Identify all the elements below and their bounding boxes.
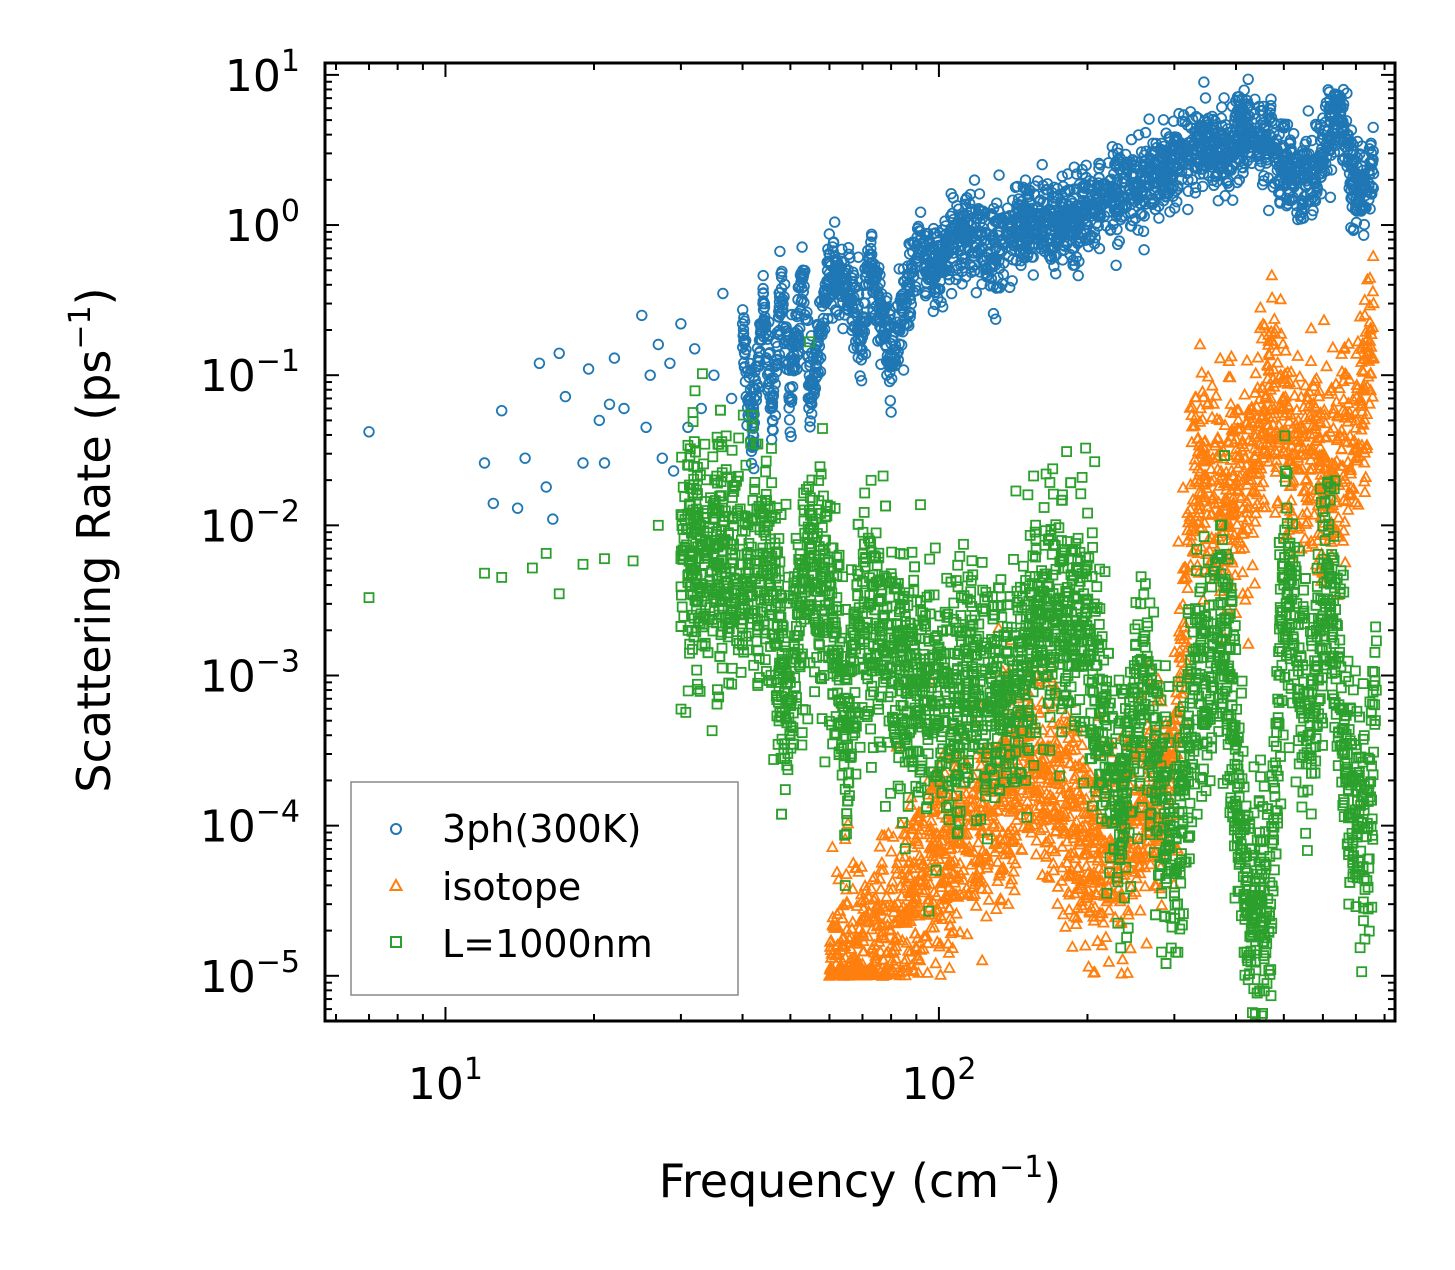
- data-point-circle: [1049, 268, 1062, 280]
- data-point-circle: [1184, 106, 1197, 118]
- data-point-circle: [968, 259, 981, 272]
- data-point-circle: [1110, 259, 1122, 272]
- data-point-circle: [914, 206, 927, 218]
- data-point-circle: [740, 343, 752, 356]
- data-point-circle: [855, 375, 868, 387]
- data-point-circle: [1138, 244, 1150, 256]
- data-point-circle: [1132, 129, 1145, 141]
- data-point-circle: [1358, 218, 1371, 231]
- data-point-circle: [796, 241, 808, 253]
- data-point-circle: [1262, 204, 1275, 217]
- data-point-circle: [1177, 109, 1190, 121]
- data-point-circle: [738, 361, 751, 374]
- data-point-circle: [1309, 118, 1322, 131]
- data-point-circle: [990, 313, 1002, 325]
- data-point-circle: [748, 462, 760, 475]
- data-point-circle: [1182, 203, 1194, 216]
- data-point-circle: [1040, 183, 1052, 196]
- data-point-circle: [757, 282, 769, 295]
- data-point-circle: [919, 290, 932, 302]
- data-point-circle: [1140, 145, 1152, 158]
- data-point-circle: [1296, 202, 1308, 215]
- data-point-circle: [785, 430, 797, 443]
- data-point-circle: [927, 305, 940, 318]
- data-point-circle: [1068, 161, 1081, 173]
- data-point-circle: [884, 395, 897, 407]
- data-point-circle: [1139, 126, 1152, 139]
- data-point-circle: [866, 230, 878, 243]
- data-point-circle: [886, 373, 898, 385]
- data-point-circle: [804, 421, 816, 433]
- data-point-circle: [1127, 214, 1139, 227]
- data-point-circle: [1093, 242, 1106, 255]
- data-point-circle: [745, 457, 758, 470]
- data-point-circle: [763, 365, 776, 377]
- data-point-circle: [1048, 181, 1060, 194]
- data-point-circle: [822, 243, 834, 255]
- data-point-circle: [784, 426, 796, 438]
- data-point-circle: [854, 370, 866, 382]
- data-point-circle: [806, 408, 818, 420]
- data-point-circle: [1218, 92, 1230, 104]
- data-point-circle: [922, 273, 935, 286]
- scatter-layer: [363, 73, 1382, 1022]
- data-point-circle: [1299, 138, 1311, 151]
- data-point-circle: [1257, 100, 1270, 113]
- data-point-circle: [1196, 180, 1209, 193]
- data-point-circle: [826, 312, 839, 324]
- data-point-circle: [1357, 229, 1370, 241]
- data-point-circle: [1143, 113, 1155, 125]
- data-point-circle: [1072, 269, 1084, 282]
- data-point-circle: [865, 236, 877, 248]
- data-point-circle: [846, 314, 858, 327]
- data-point-circle: [945, 287, 958, 300]
- data-point-circle: [737, 329, 749, 342]
- data-point-circle: [1164, 206, 1176, 218]
- data-point-circle: [1106, 140, 1119, 153]
- data-point-circle: [1221, 177, 1234, 189]
- data-point-circle: [776, 265, 788, 278]
- data-point-circle: [970, 287, 983, 299]
- data-point-circle: [737, 323, 750, 336]
- data-point-circle: [804, 359, 816, 372]
- data-point-circle: [805, 347, 818, 359]
- data-point-circle: [1242, 73, 1254, 86]
